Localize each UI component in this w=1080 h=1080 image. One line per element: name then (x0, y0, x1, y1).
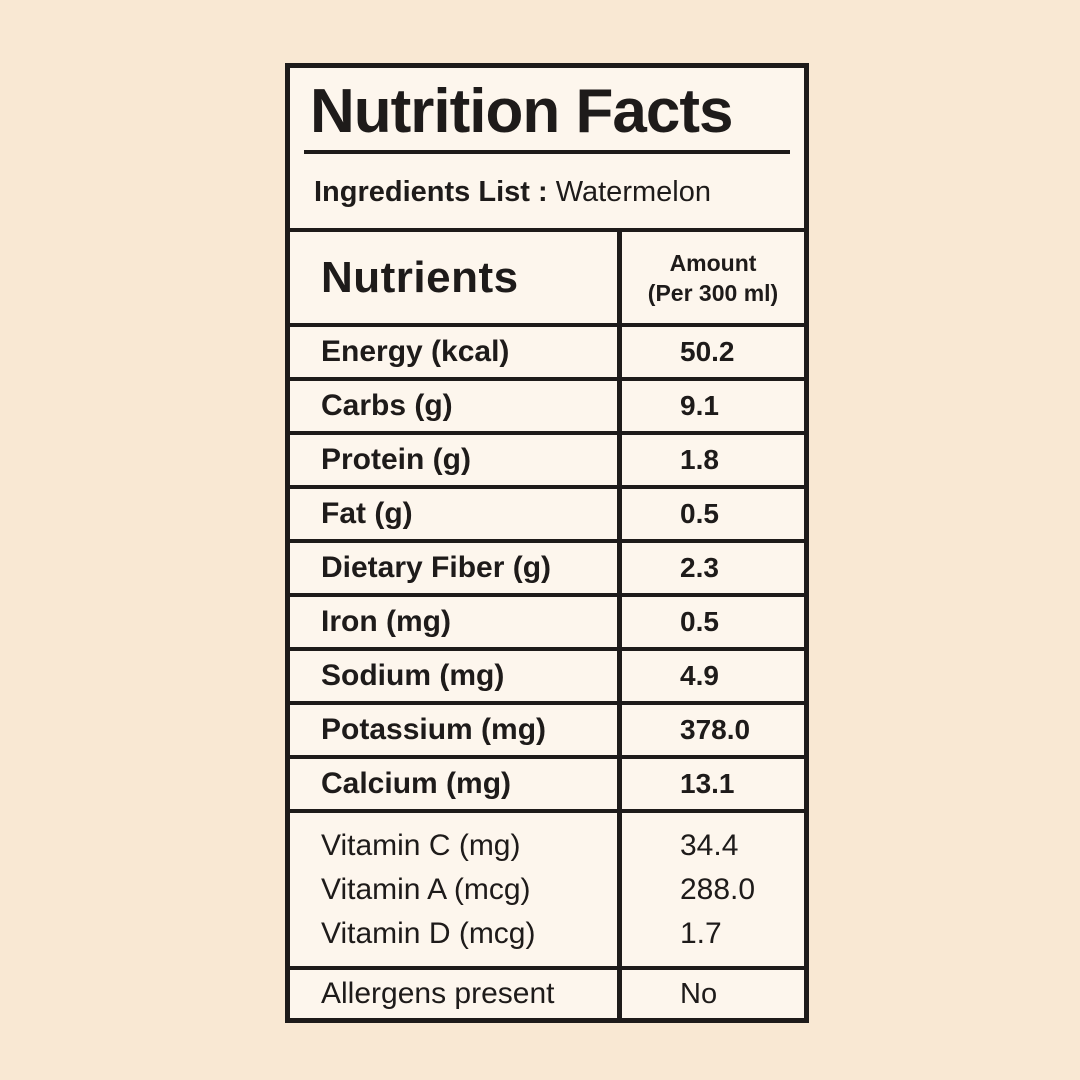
nutrients-column-header: Nutrients (321, 252, 519, 302)
allergens-value: No (617, 970, 804, 1018)
nutrient-label: Fat (g) (321, 497, 413, 530)
table-row-calcium: Calcium (mg) 13.1 (290, 755, 804, 809)
nutrient-label: Calcium (mg) (321, 767, 512, 800)
vitamin-labels: Vitamin C (mg) Vitamin A (mcg) Vitamin D… (290, 813, 617, 966)
table-row-sodium: Sodium (mg) 4.9 (290, 647, 804, 701)
nutrient-value: 50.2 (617, 327, 804, 377)
nutrient-label: Potassium (mg) (321, 713, 547, 746)
table-row-iron: Iron (mg) 0.5 (290, 593, 804, 647)
nutrient-value: 4.9 (617, 651, 804, 701)
title-underline (304, 150, 790, 154)
nutrient-value: 34.4 (680, 828, 739, 862)
table-header-row: Nutrients Amount (Per 300 ml) (290, 228, 804, 323)
nutrient-label: Energy (kcal) (321, 335, 510, 368)
ingredients-value: Watermelon (555, 176, 711, 208)
page-title: Nutrition Facts (310, 77, 733, 146)
title-block: Nutrition Facts Ingredients List : Water… (290, 68, 804, 228)
amount-header-line2: (Per 300 ml) (647, 279, 779, 306)
nutrient-label: Vitamin A (mcg) (321, 872, 531, 906)
nutrient-label: Vitamin D (mcg) (321, 916, 536, 950)
table-row-allergens: Allergens present No (290, 966, 804, 1018)
table-row-carbs: Carbs (g) 9.1 (290, 377, 804, 431)
nutrient-value: 0.5 (617, 597, 804, 647)
nutrient-value: 1.7 (680, 916, 722, 950)
table-row-dietary-fiber: Dietary Fiber (g) 2.3 (290, 539, 804, 593)
nutrient-value: 9.1 (617, 381, 804, 431)
table-row-energy: Energy (kcal) 50.2 (290, 323, 804, 377)
vitamin-values: 34.4 288.0 1.7 (617, 813, 804, 966)
nutrient-value: 13.1 (617, 759, 804, 809)
ingredients-line: Ingredients List : Watermelon (304, 176, 790, 209)
table-row-potassium: Potassium (mg) 378.0 (290, 701, 804, 755)
allergens-label: Allergens present (321, 977, 555, 1010)
nutrient-value: 1.8 (617, 435, 804, 485)
nutrient-value: 0.5 (617, 489, 804, 539)
nutrient-value: 2.3 (617, 543, 804, 593)
nutrient-value: 288.0 (680, 872, 756, 906)
table-row-fat: Fat (g) 0.5 (290, 485, 804, 539)
nutrient-value: 378.0 (617, 705, 804, 755)
nutrient-label: Dietary Fiber (g) (321, 551, 552, 584)
table-row-vitamins: Vitamin C (mg) Vitamin A (mcg) Vitamin D… (290, 809, 804, 966)
nutrient-label: Vitamin C (mg) (321, 828, 521, 862)
nutrient-label: Protein (g) (321, 443, 471, 476)
nutrition-facts-card: Nutrition Facts Ingredients List : Water… (285, 63, 809, 1023)
amount-header-line1: Amount (669, 249, 757, 276)
nutrient-label: Iron (mg) (321, 605, 451, 638)
nutrient-label: Sodium (mg) (321, 659, 505, 692)
table-row-protein: Protein (g) 1.8 (290, 431, 804, 485)
nutrient-label: Carbs (g) (321, 389, 453, 422)
ingredients-label: Ingredients List : (314, 176, 548, 208)
amount-column-header: Amount (Per 300 ml) (617, 232, 804, 323)
